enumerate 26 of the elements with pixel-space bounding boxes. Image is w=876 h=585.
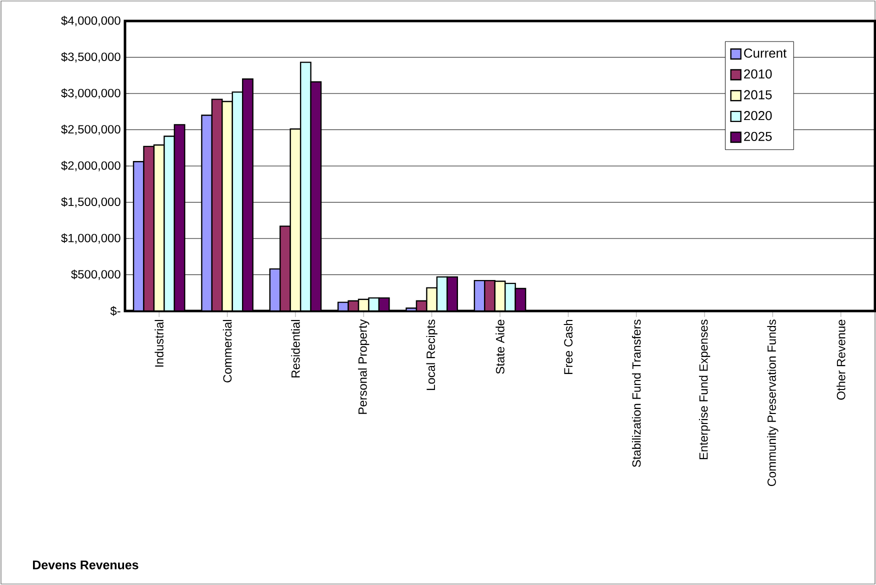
legend-label: 2015 [744, 90, 772, 100]
y-tick-label: $1,000,000 [61, 233, 120, 244]
x-tick-label: Industrial [154, 320, 164, 367]
x-tick-label: Enterprise Fund Expenses [698, 320, 710, 460]
legend-label: 2020 [744, 111, 772, 120]
y-tick-label: $3,500,000 [61, 52, 120, 62]
x-tick-label: Commercial [222, 320, 232, 382]
y-tick-label: $2,000,000 [61, 160, 120, 172]
x-tick-label: Residential [291, 320, 300, 378]
x-tick-label: Free Cash [564, 320, 573, 374]
y-tick-label: $4,000,000 [61, 16, 120, 26]
y-tick-label: $1,500,000 [61, 197, 120, 208]
x-tick-label: Other Revenue [836, 320, 846, 400]
x-tick-label: Personal Property [358, 319, 370, 414]
x-tick-label: Community Preservation Funds [767, 320, 778, 486]
y-tick-label: $3,000,000 [61, 88, 120, 99]
x-tick-label: Local Recipts [426, 320, 438, 390]
x-tick-label: State Aide [496, 320, 504, 374]
legend-label: 2010 [744, 69, 772, 79]
y-tick-label: $2,500,000 [61, 124, 120, 135]
legend-label: 2025 [744, 132, 772, 141]
y-tick-label: $500,000 [71, 270, 120, 280]
y-tick-label: $- [110, 306, 120, 316]
x-tick-label: Stabilization Fund Transfers [632, 320, 641, 468]
legend-label: Current [744, 48, 787, 58]
text: Devens Revenues [33, 560, 138, 570]
